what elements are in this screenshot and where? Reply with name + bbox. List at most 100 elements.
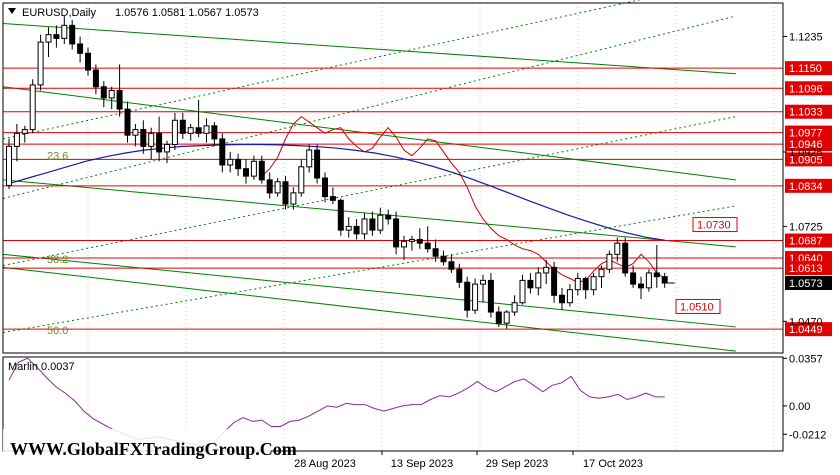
candle-body: [329, 196, 336, 201]
candle-body: [45, 34, 52, 43]
candle-body: [148, 132, 155, 147]
candle-body: [69, 24, 76, 45]
level-label: 1.0449: [789, 324, 823, 336]
candle-body: [100, 86, 107, 99]
level-tag: [785, 125, 832, 140]
channel-line: [2, 205, 736, 334]
candle-body: [653, 272, 660, 278]
y-tick-label: 1.0725: [789, 221, 823, 233]
level-tag: [785, 152, 832, 167]
candle-body: [448, 261, 455, 270]
x-tick-label: 17 Oct 2023: [583, 458, 643, 470]
channel-line: [2, 266, 736, 352]
current-price-label: 1.0573: [789, 278, 823, 290]
channel-line: [2, 86, 736, 181]
candle-body: [408, 238, 415, 242]
candle-body: [424, 242, 431, 250]
candle-body: [124, 108, 131, 136]
level-tag: [785, 178, 832, 193]
candle-body: [401, 240, 407, 248]
candle-body: [472, 283, 479, 311]
level-label: 1.0946: [789, 139, 823, 151]
price-box-label: 1.0730: [697, 220, 731, 232]
candle-body: [638, 283, 644, 289]
channel-line: [2, 179, 736, 248]
candle-body: [377, 214, 384, 231]
candle-body: [480, 279, 486, 285]
moving-averages: [8, 115, 665, 283]
fib-label: 38.2: [47, 254, 68, 266]
candle-body: [227, 158, 234, 166]
level-label: 1.0905: [789, 154, 823, 166]
level-tag: [785, 81, 832, 96]
level-label: 1.1096: [789, 83, 823, 95]
level-tag: [785, 261, 832, 276]
y-tick-label: 1.0470: [789, 316, 823, 328]
candle-body: [21, 129, 28, 134]
candle-body: [108, 90, 115, 99]
candle-body: [645, 272, 652, 289]
channel-line: [2, 22, 736, 75]
candle-body: [385, 214, 392, 220]
price-box-label: 1.0510: [680, 301, 714, 313]
candle-body: [630, 272, 637, 285]
candle-body: [598, 268, 605, 278]
candle-body: [13, 132, 20, 147]
candle-body: [574, 278, 581, 291]
watermark-bg: [3, 429, 271, 463]
y-tick-label: 1.0925: [789, 147, 823, 159]
candle-body: [464, 281, 471, 311]
level-tag: [785, 104, 832, 119]
candles: [6, 16, 675, 329]
candle-body: [258, 160, 265, 181]
candle-body: [77, 43, 84, 54]
candle-body: [353, 225, 360, 235]
candle-body: [495, 311, 502, 324]
candle-body: [440, 255, 447, 263]
candle-body: [250, 160, 257, 177]
level-label: 1.0687: [789, 236, 823, 248]
candle-body: [85, 52, 91, 71]
candle-body: [140, 129, 147, 147]
candle-body: [614, 242, 621, 255]
candle-body: [6, 145, 12, 186]
candle-body: [298, 166, 305, 194]
candle-body: [211, 125, 218, 140]
candle-body: [29, 84, 36, 131]
candle-body: [582, 278, 589, 291]
collapse-arrow-icon[interactable]: [8, 8, 16, 14]
candle-body: [219, 138, 226, 166]
level-tag: [785, 322, 832, 337]
level-tag: [785, 137, 832, 152]
marlin-label: Marlin 0.0037: [8, 361, 75, 373]
marlin-tick-label: 0.00: [789, 401, 810, 413]
chart-ohlc: 1.0576 1.0581 1.0567 1.0573: [115, 7, 259, 19]
candle-body: [306, 149, 313, 168]
time-axis: 28 Aug 2023 13 Sep 2023 29 Sep 2023 17 Oct …: [284, 451, 643, 470]
candle-body: [132, 129, 139, 136]
candle-body: [543, 266, 550, 274]
candle-body: [590, 276, 597, 291]
current-price-tag: [785, 276, 832, 290]
candle-body: [53, 34, 60, 39]
candle-body: [416, 238, 423, 244]
channel-line: [2, 15, 736, 199]
candle-body: [535, 272, 542, 289]
candle-body: [503, 311, 510, 324]
marlin-tick-label: -0.0212: [789, 429, 826, 441]
main-frame: [2, 2, 784, 354]
candle-body: [243, 168, 249, 177]
candle-body: [622, 242, 629, 274]
x-tick-label: 13 Sep 2023: [391, 458, 453, 470]
level-label: 1.0613: [789, 263, 823, 275]
sub-frame: [2, 356, 784, 452]
candle-body: [37, 41, 44, 86]
candle-body: [606, 253, 613, 270]
candle-body: [235, 158, 242, 170]
price-box: [675, 298, 721, 314]
candle-body: [266, 179, 273, 194]
candle-body: [511, 302, 518, 313]
candle-body: [566, 289, 573, 304]
candle-body: [314, 149, 321, 179]
